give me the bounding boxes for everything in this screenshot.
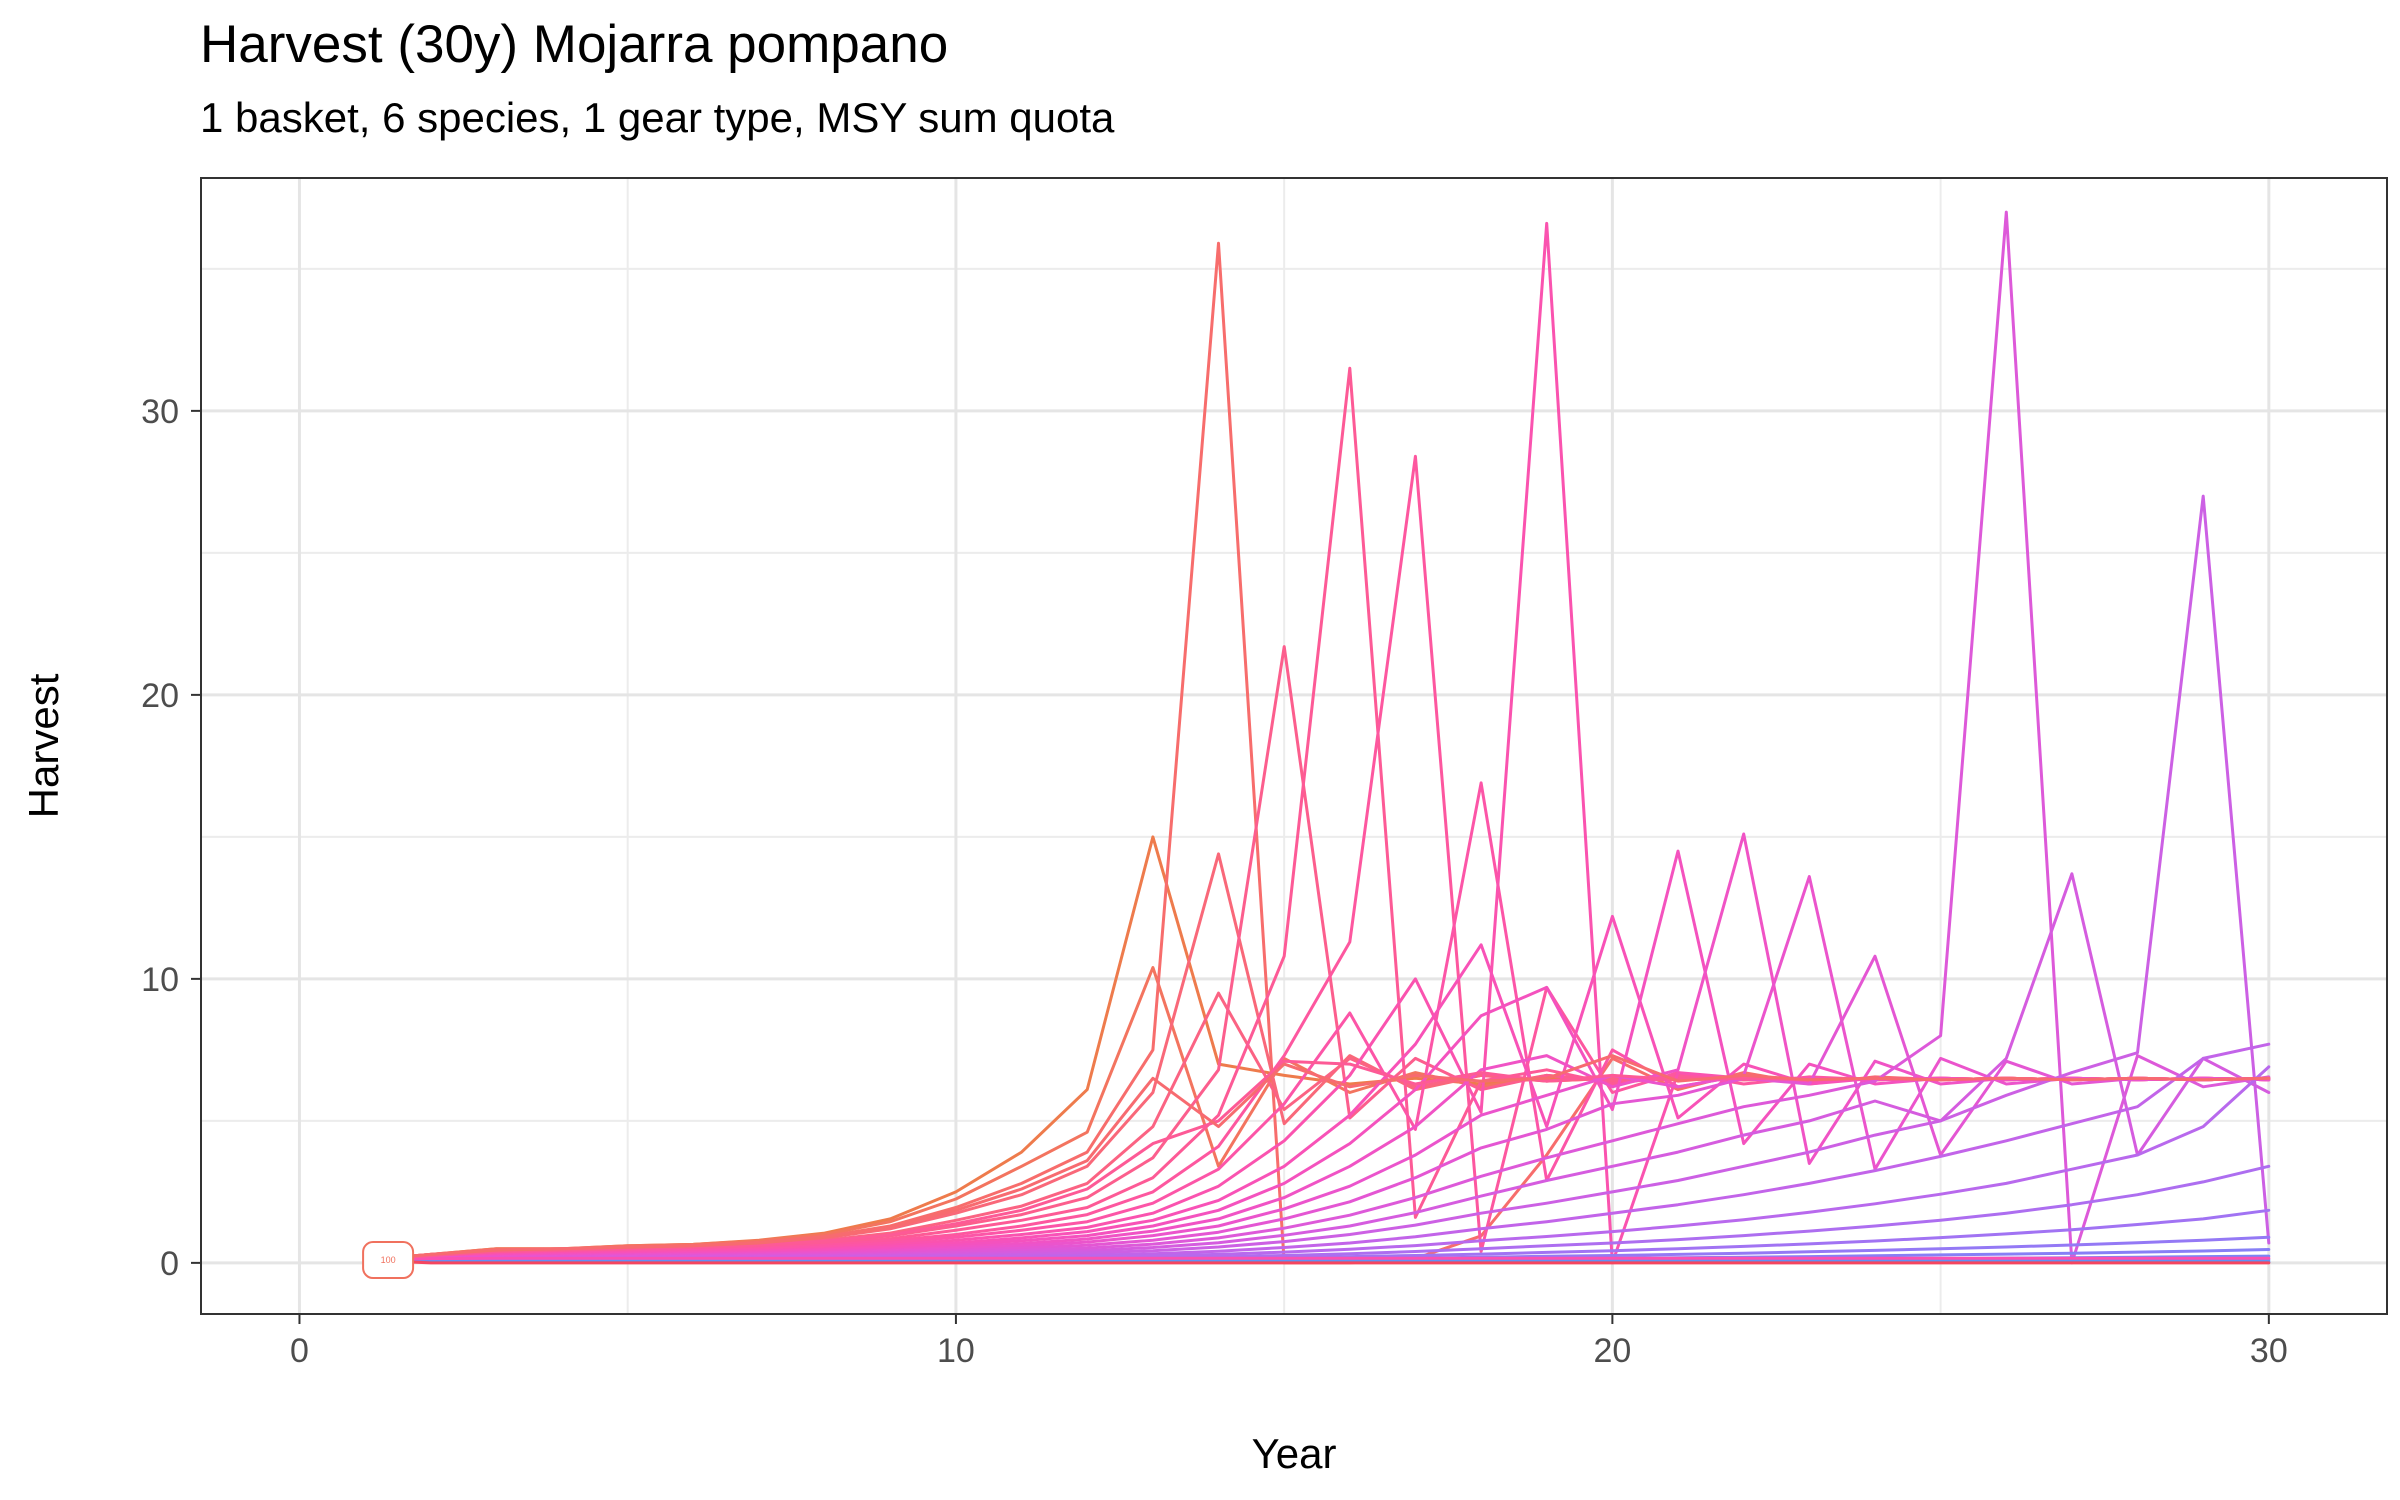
series-line-30	[363, 1258, 2271, 1265]
x-tick-label: 20	[1593, 1332, 1631, 1370]
series-layer	[363, 210, 2271, 1265]
y-axis-title: Harvest	[20, 673, 67, 818]
grid-minor	[201, 178, 2387, 1314]
point-label-text: 100	[381, 1255, 396, 1265]
x-axis: 0 10 20 30	[290, 1314, 2288, 1370]
x-tick-label: 10	[937, 1332, 975, 1370]
x-tick-label: 30	[2250, 1332, 2288, 1370]
y-axis: 0 10 20 30	[141, 393, 201, 1283]
chart-title: Harvest (30y) Mojarra pompano	[200, 15, 949, 74]
x-axis-title: Year	[1252, 1430, 1337, 1477]
chart-subtitle: 1 basket, 6 species, 1 gear type, MSY su…	[200, 94, 1115, 141]
series-line-32	[363, 1054, 2271, 1262]
y-tick-label: 20	[141, 677, 179, 715]
x-tick-label: 0	[290, 1332, 309, 1370]
y-tick-label: 0	[160, 1245, 179, 1283]
point-label-box	[362, 1241, 415, 1280]
y-tick-label: 30	[141, 393, 179, 431]
plot-background	[201, 178, 2387, 1314]
point-label: 100	[362, 1241, 415, 1280]
y-tick-label: 10	[141, 961, 179, 999]
plot-border	[200, 177, 2388, 1315]
series-line-29	[363, 1256, 2271, 1262]
